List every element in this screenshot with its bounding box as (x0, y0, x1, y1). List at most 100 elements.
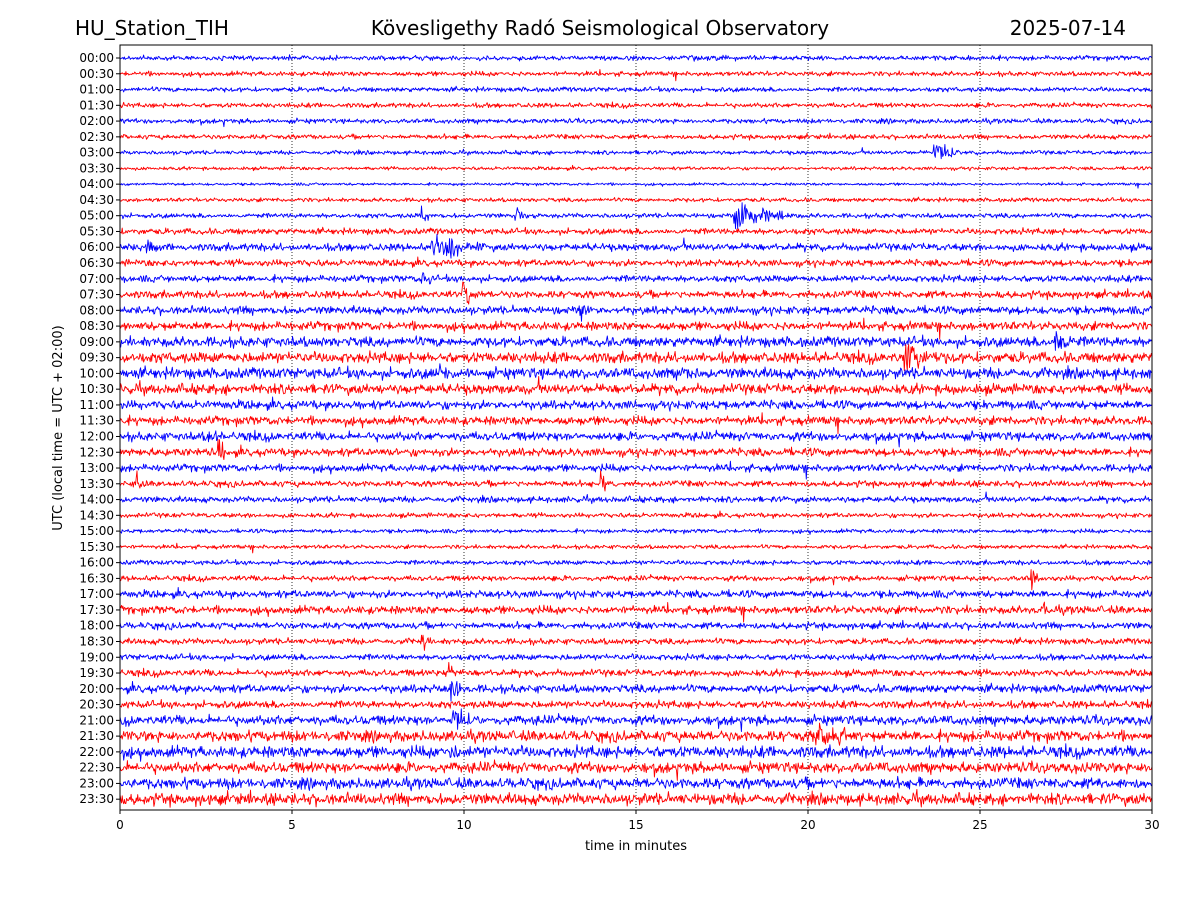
seismic-trace-row (119, 759, 1153, 781)
seismic-trace-row (119, 304, 1153, 322)
y-tick-label: 06:00 (79, 240, 114, 254)
y-tick-label: 04:30 (79, 193, 114, 207)
y-tick-label: 02:00 (79, 114, 114, 128)
y-tick-label: 15:30 (79, 540, 114, 554)
y-tick-label: 23:00 (79, 776, 114, 790)
y-tick-label: 10:00 (79, 366, 114, 380)
y-tick-label: 16:00 (79, 556, 114, 570)
seismic-trace-row (119, 775, 1153, 792)
seismic-trace-row (119, 470, 1153, 492)
station-title: HU_Station_TIH (75, 16, 229, 40)
y-tick-label: 08:00 (79, 303, 114, 317)
seismic-trace-row (119, 376, 1153, 397)
y-axis-label: UTC (local time = UTC + 02:00) (51, 325, 66, 530)
seismic-trace-row (119, 698, 1153, 710)
seismic-trace-row (119, 542, 1153, 554)
y-tick-label: 13:00 (79, 461, 114, 475)
y-tick-label: 12:30 (79, 445, 114, 459)
y-tick-label: 06:30 (79, 256, 114, 270)
seismic-trace-row (119, 202, 1153, 230)
seismic-trace-row (119, 54, 1153, 62)
observatory-title: Kövesligethy Radó Seismological Observat… (371, 16, 829, 40)
seismic-trace-row (119, 396, 1153, 412)
y-tick-label: 21:00 (79, 713, 114, 727)
seismic-trace-row (119, 558, 1153, 567)
seismic-trace-row (119, 317, 1153, 340)
seismic-trace-row (119, 181, 1153, 189)
seismic-trace-row (119, 412, 1153, 435)
y-tick-label: 14:30 (79, 508, 114, 522)
y-tick-label: 16:30 (79, 571, 114, 585)
seismic-trace-row (119, 256, 1153, 269)
y-tick-label: 20:00 (79, 682, 114, 696)
y-tick-label: 07:30 (79, 288, 114, 302)
y-tick-label: 00:00 (79, 51, 114, 65)
y-tick-label: 14:00 (79, 493, 114, 507)
grid-lines (291, 45, 981, 810)
y-tick-label: 04:00 (79, 177, 114, 191)
seismic-trace-row (119, 743, 1153, 762)
x-tick-label: 15 (628, 818, 643, 832)
seismic-trace-row (119, 460, 1153, 480)
x-tick-label: 25 (972, 818, 987, 832)
y-tick-label: 00:30 (79, 67, 114, 81)
seismic-trace-row (119, 527, 1153, 535)
seismic-trace-row (119, 233, 1153, 259)
y-tick-label: 01:30 (79, 98, 114, 112)
y-tick-label: 22:30 (79, 761, 114, 775)
y-tick-label: 11:00 (79, 398, 114, 412)
x-tick-label: 10 (456, 818, 471, 832)
seismic-trace-row (119, 439, 1153, 461)
y-tick-label: 05:00 (79, 209, 114, 223)
y-tick-label: 10:30 (79, 382, 114, 396)
seismic-trace-row (119, 619, 1153, 631)
date-title: 2025-07-14 (1010, 16, 1126, 40)
seismic-trace-row (119, 652, 1153, 662)
y-tick-label: 15:00 (79, 524, 114, 538)
y-tick-label: 08:30 (79, 319, 114, 333)
seismic-trace-row (119, 117, 1153, 128)
seismic-trace-row (119, 281, 1153, 305)
seismic-trace-row (119, 68, 1153, 82)
seismic-trace-row (119, 586, 1153, 600)
y-tick-label: 13:30 (79, 477, 114, 491)
seismic-trace-row (119, 101, 1153, 109)
y-tick-label: 11:30 (79, 414, 114, 428)
y-tick-label: 19:30 (79, 666, 114, 680)
y-tick-label: 17:00 (79, 587, 114, 601)
seismic-trace-row (119, 491, 1153, 505)
seismic-trace-row (119, 164, 1153, 172)
seismic-trace-row (119, 363, 1153, 381)
x-tick-label: 5 (288, 818, 296, 832)
plot-frame (119, 44, 1153, 811)
y-tick-label: 07:00 (79, 272, 114, 286)
y-tick-label: 20:30 (79, 698, 114, 712)
x-axis-label: time in minutes (585, 839, 687, 854)
y-tick-label: 03:30 (79, 161, 114, 175)
y-tick-label: 19:00 (79, 650, 114, 664)
seismic-trace-row (119, 634, 1153, 651)
seismic-trace-row (119, 331, 1153, 351)
seismic-trace-row (119, 569, 1153, 591)
seismic-trace-row (119, 429, 1153, 448)
seismic-trace-row (119, 601, 1153, 623)
seismic-traces (119, 54, 1153, 808)
seismic-trace-row (119, 788, 1153, 808)
y-tick-label: 02:30 (79, 130, 114, 144)
x-tick-label: 30 (1144, 818, 1159, 832)
x-tick-label: 0 (116, 818, 124, 832)
y-tick-label: 22:00 (79, 745, 114, 759)
x-axis-ticks: 0 5 10 15 20 25 30 (116, 810, 1160, 832)
y-tick-label: 03:00 (79, 146, 114, 160)
y-tick-label: 18:00 (79, 619, 114, 633)
seismic-trace-row (119, 132, 1153, 141)
y-tick-label: 09:00 (79, 335, 114, 349)
seismic-trace-row (119, 708, 1153, 733)
y-tick-label: 23:30 (79, 792, 114, 806)
seismic-trace-row (119, 226, 1153, 236)
x-tick-label: 20 (800, 818, 815, 832)
y-tick-label: 21:30 (79, 729, 114, 743)
y-tick-label: 12:00 (79, 429, 114, 443)
